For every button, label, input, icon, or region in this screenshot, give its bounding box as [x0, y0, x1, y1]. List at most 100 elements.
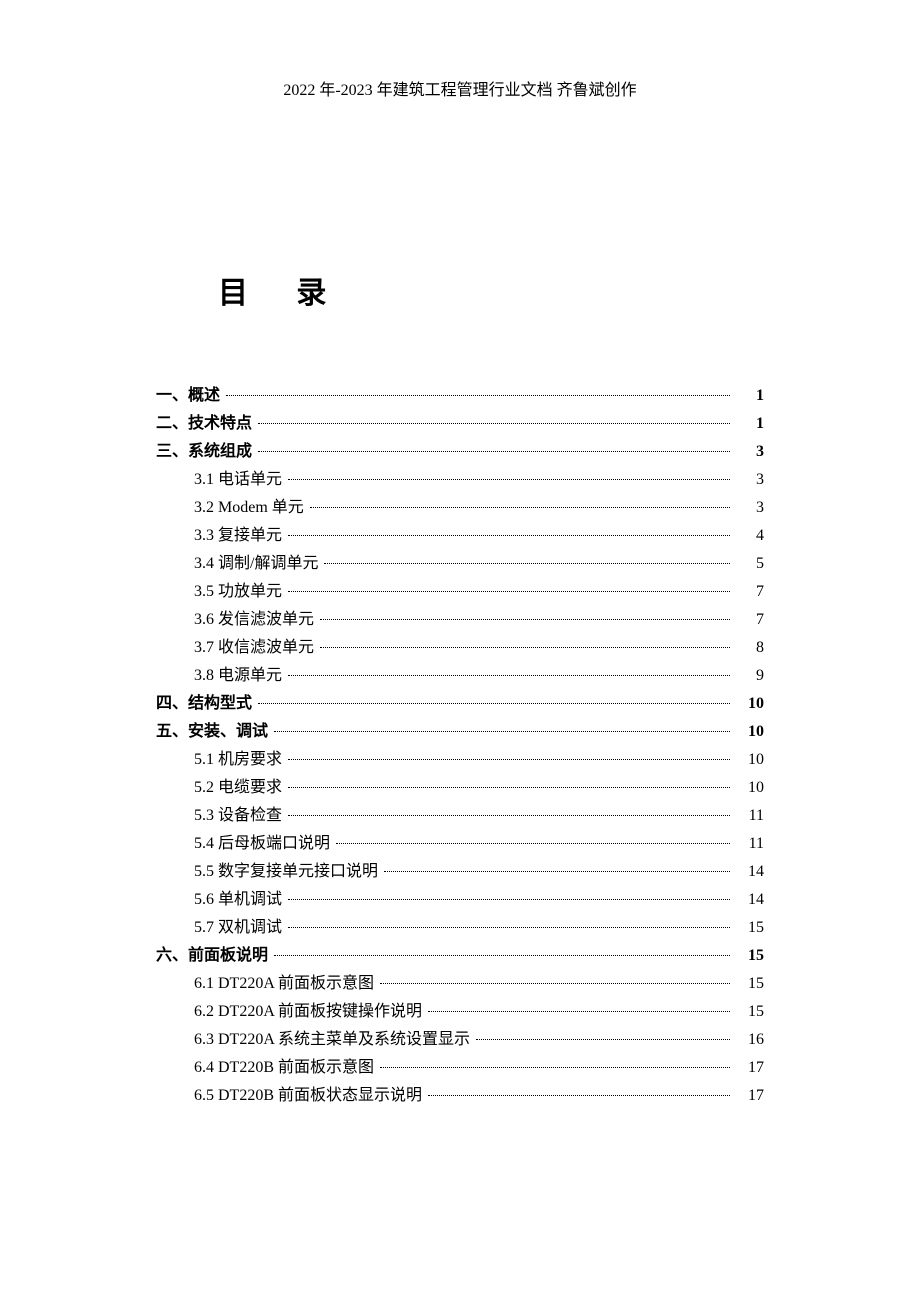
toc-leader-dots — [320, 619, 730, 620]
toc-entry: 5.5 数字复接单元接口说明 14 — [156, 858, 764, 886]
toc-leader-dots — [476, 1039, 730, 1040]
toc-entry: 6.2 DT220A 前面板按键操作说明 15 — [156, 998, 764, 1026]
toc-leader-dots — [380, 1067, 730, 1068]
toc-page-number: 15 — [736, 914, 764, 942]
toc-leader-dots — [320, 647, 730, 648]
toc-leader-dots — [258, 451, 730, 452]
toc-label: 5.6 单机调试 — [194, 886, 282, 914]
toc-entry: 3.3 复接单元 4 — [156, 522, 764, 550]
toc-label: 三、系统组成 — [156, 438, 252, 466]
toc-page-number: 8 — [736, 634, 764, 662]
toc-entry: 六、前面板说明 15 — [156, 942, 764, 970]
toc-leader-dots — [226, 395, 730, 396]
toc-page-number: 15 — [736, 942, 764, 970]
toc-label: 五、安装、调试 — [156, 718, 268, 746]
toc-page-number: 7 — [736, 606, 764, 634]
toc-label: 6.5 DT220B 前面板状态显示说明 — [194, 1082, 422, 1110]
toc-label: 六、前面板说明 — [156, 942, 268, 970]
toc-leader-dots — [384, 871, 730, 872]
toc-leader-dots — [288, 479, 730, 480]
toc-page-number: 3 — [736, 438, 764, 466]
toc-entry: 5.7 双机调试 15 — [156, 914, 764, 942]
toc-entry: 5.2 电缆要求10 — [156, 774, 764, 802]
toc-entry: 五、安装、调试 10 — [156, 718, 764, 746]
toc-leader-dots — [288, 535, 730, 536]
toc-label: 5.5 数字复接单元接口说明 — [194, 858, 378, 886]
toc-label: 6.1 DT220A 前面板示意图 — [194, 970, 374, 998]
toc-leader-dots — [288, 899, 730, 900]
toc-label: 5.1 机房要求 — [194, 746, 282, 774]
toc-entry: 3.7 收信滤波单元 8 — [156, 634, 764, 662]
toc-leader-dots — [288, 927, 730, 928]
toc-entry: 3.6 发信滤波单元 7 — [156, 606, 764, 634]
toc-page-number: 14 — [736, 858, 764, 886]
toc-entry: 5.4 后母板端口说明 11 — [156, 830, 764, 858]
toc-page-number: 7 — [736, 578, 764, 606]
toc-page-number: 16 — [736, 1026, 764, 1054]
toc-entry: 6.1 DT220A 前面板示意图 15 — [156, 970, 764, 998]
toc-label: 3.5 功放单元 — [194, 578, 282, 606]
toc-leader-dots — [274, 955, 730, 956]
toc-entry: 3.5 功放单元 7 — [156, 578, 764, 606]
toc-entry: 四、结构型式 10 — [156, 690, 764, 718]
toc-entry: 3.8 电源单元 9 — [156, 662, 764, 690]
toc-entry: 5.3 设备检查 11 — [156, 802, 764, 830]
toc-leader-dots — [288, 591, 730, 592]
toc-entry: 6.5 DT220B 前面板状态显示说明 17 — [156, 1082, 764, 1110]
toc-leader-dots — [288, 675, 730, 676]
toc-page-number: 10 — [736, 690, 764, 718]
toc-leader-dots — [288, 815, 730, 816]
toc-label: 6.2 DT220A 前面板按键操作说明 — [194, 998, 422, 1026]
toc-label: 3.2 Modem 单元 — [194, 494, 304, 522]
toc-page-number: 14 — [736, 886, 764, 914]
toc-label: 3.1 电话单元 — [194, 466, 282, 494]
toc-page-number: 5 — [736, 550, 764, 578]
toc-page-number: 9 — [736, 662, 764, 690]
toc-page-number: 10 — [736, 718, 764, 746]
toc-entry: 3.1 电话单元 3 — [156, 466, 764, 494]
toc-page-number: 1 — [736, 382, 764, 410]
toc-label: 5.7 双机调试 — [194, 914, 282, 942]
toc-page-number: 11 — [736, 802, 764, 830]
toc-page-number: 1 — [736, 410, 764, 438]
toc-label: 3.7 收信滤波单元 — [194, 634, 314, 662]
toc-label: 6.3 DT220A 系统主菜单及系统设置显示 — [194, 1026, 470, 1054]
toc-entry: 5.6 单机调试 14 — [156, 886, 764, 914]
toc-label: 二、技术特点 — [156, 410, 252, 438]
toc-label: 5.4 后母板端口说明 — [194, 830, 330, 858]
toc-page-number: 10 — [736, 774, 764, 802]
toc-page-number: 11 — [736, 830, 764, 858]
toc-leader-dots — [288, 759, 730, 760]
toc-title: 目 录 — [218, 268, 346, 312]
toc-label: 3.8 电源单元 — [194, 662, 282, 690]
toc-page-number: 3 — [736, 494, 764, 522]
toc-page-number: 3 — [736, 466, 764, 494]
toc-leader-dots — [428, 1095, 730, 1096]
toc-label: 3.6 发信滤波单元 — [194, 606, 314, 634]
toc-entry: 二、技术特点 1 — [156, 410, 764, 438]
toc-page-number: 10 — [736, 746, 764, 774]
toc-leader-dots — [310, 507, 730, 508]
toc-leader-dots — [336, 843, 730, 844]
toc-label: 3.4 调制/解调单元 — [194, 550, 318, 578]
toc-page-number: 17 — [736, 1082, 764, 1110]
toc-leader-dots — [258, 423, 730, 424]
toc-leader-dots — [274, 731, 730, 732]
toc-label: 3.3 复接单元 — [194, 522, 282, 550]
toc-page-number: 4 — [736, 522, 764, 550]
toc-entry: 5.1 机房要求 10 — [156, 746, 764, 774]
toc-leader-dots — [380, 983, 730, 984]
toc-page-number: 15 — [736, 970, 764, 998]
toc-entry: 6.3 DT220A 系统主菜单及系统设置显示 16 — [156, 1026, 764, 1054]
toc-page-number: 15 — [736, 998, 764, 1026]
toc-label: 6.4 DT220B 前面板示意图 — [194, 1054, 374, 1082]
toc-entry: 3.4 调制/解调单元 5 — [156, 550, 764, 578]
toc-label: 5.3 设备检查 — [194, 802, 282, 830]
document-header: 2022 年-2023 年建筑工程管理行业文档 齐鲁斌创作 — [0, 76, 920, 100]
toc-entry: 6.4 DT220B 前面板示意图 17 — [156, 1054, 764, 1082]
toc-label: 四、结构型式 — [156, 690, 252, 718]
toc-label: 一、概述 — [156, 382, 220, 410]
toc-page-number: 17 — [736, 1054, 764, 1082]
toc-container: 一、概述 1 二、技术特点 1 三、系统组成 3 3.1 电话单元 3 3.2 Modem 单元… — [156, 382, 764, 1110]
toc-leader-dots — [288, 787, 730, 788]
